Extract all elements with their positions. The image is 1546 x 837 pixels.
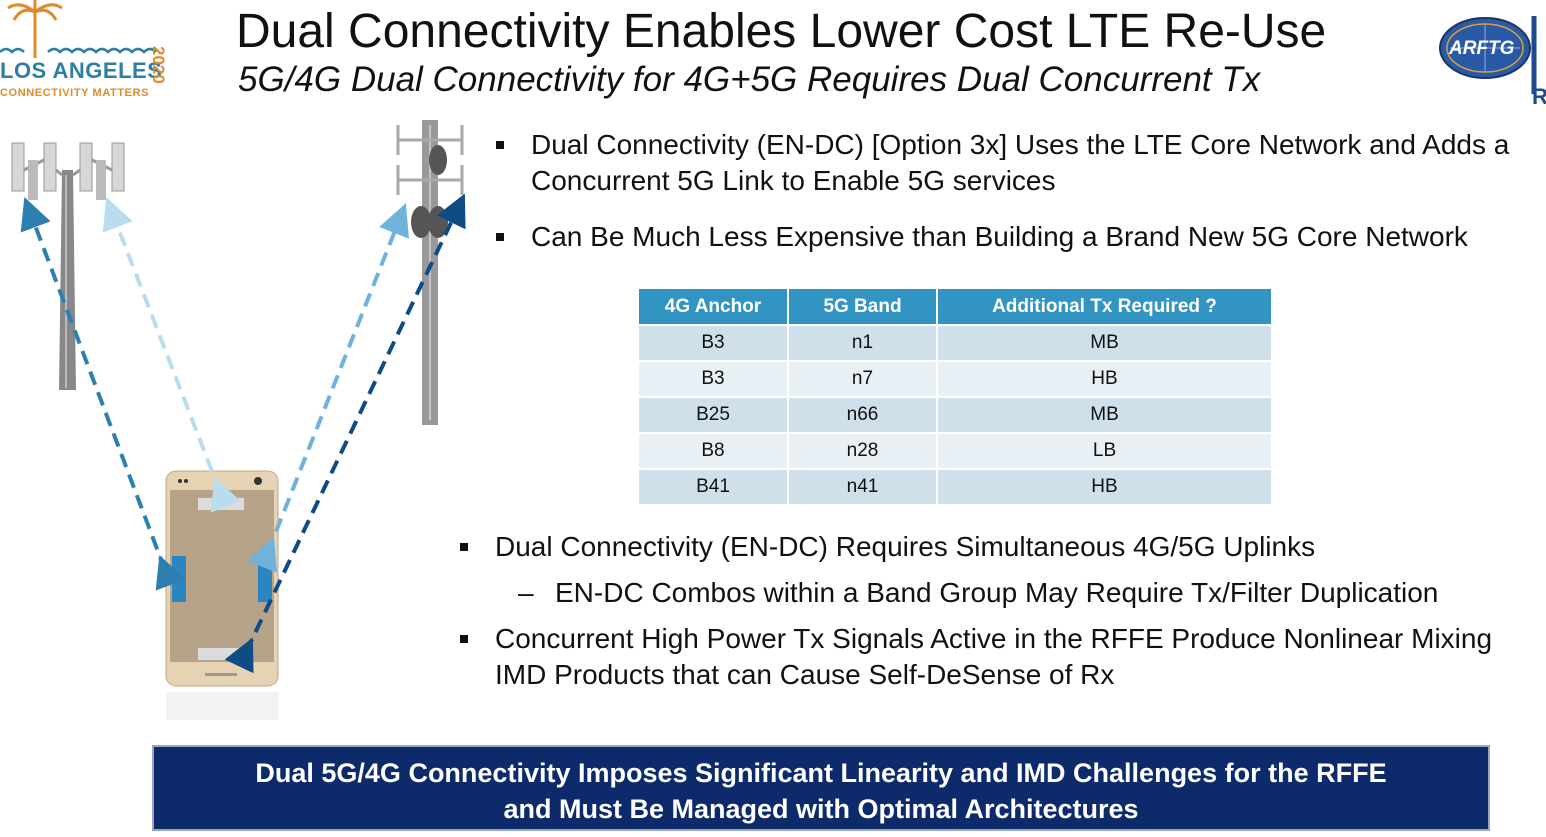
table-cell: B3 [639, 324, 789, 361]
table-header-row: 4G Anchor 5G Band Additional Tx Required… [639, 289, 1271, 325]
slide-title: Dual Connectivity Enables Lower Cost LTE… [236, 5, 1327, 58]
smartphone-icon [165, 470, 279, 720]
bullet-text: Concurrent High Power Tx Signals Active … [495, 623, 1493, 690]
arrow-link-4g-left-light [102, 197, 241, 513]
table-cell: LB [937, 432, 1271, 469]
table-row: B41 n41 HB [639, 468, 1271, 504]
arrow-link-5g-right-light [247, 203, 409, 573]
table-row: B8 n28 LB [639, 432, 1271, 469]
logo-city-name: LOS ANGELES [0, 58, 163, 83]
arftg-logo-icon [1439, 16, 1537, 94]
bullet-simultaneous-uplinks: Dual Connectivity (EN-DC) Requires Simul… [460, 529, 1520, 565]
band-combo-table: 4G Anchor 5G Band Additional Tx Required… [639, 289, 1271, 504]
bullet-marker [460, 635, 468, 643]
table-cell: n66 [788, 396, 938, 433]
conference-logo: LOS ANGELES CONNECTIVITY MATTERS 2020 [0, 0, 200, 110]
banner-line-1: Dual 5G/4G Connectivity Imposes Signific… [255, 758, 1387, 788]
table-cell: HB [937, 468, 1271, 504]
network-diagram [11, 120, 466, 720]
column-header: Additional Tx Required ? [937, 289, 1271, 325]
bullet-text: Dual Connectivity (EN-DC) [Option 3x] Us… [531, 129, 1510, 196]
bullet-endc-option3x: Dual Connectivity (EN-DC) [Option 3x] Us… [496, 127, 1536, 199]
table-row: B25 n66 MB [639, 396, 1271, 433]
bullet-marker [496, 141, 504, 149]
cell-tower-right-icon [396, 120, 464, 425]
bullet-imd-products: Concurrent High Power Tx Signals Active … [460, 621, 1520, 693]
edge-letter: R [1532, 84, 1546, 109]
arrow-link-5g-right-dark [224, 193, 466, 674]
table-cell: MB [937, 396, 1271, 433]
table-cell: B41 [639, 468, 789, 504]
bullet-less-expensive: Can Be Much Less Expensive than Building… [496, 219, 1542, 255]
arftg-logo-text: ARFTG [1449, 38, 1515, 59]
table-cell: MB [937, 324, 1271, 361]
table-cell: B8 [639, 432, 789, 469]
sub-bullet-marker: – [518, 577, 534, 608]
table-cell: n28 [788, 432, 938, 469]
logo-tagline: CONNECTIVITY MATTERS [0, 87, 150, 99]
table-row: B3 n1 MB [639, 324, 1271, 361]
banner-line-2: and Must Be Managed with Optimal Archite… [503, 794, 1139, 824]
bullet-marker [460, 543, 468, 551]
table-cell: B25 [639, 396, 789, 433]
sub-bullet-text: EN-DC Combos within a Band Group May Req… [555, 577, 1439, 608]
table-cell: HB [937, 360, 1271, 397]
slide-subtitle: 5G/4G Dual Connectivity for 4G+5G Requir… [238, 60, 1261, 99]
table-row: B3 n7 HB [639, 360, 1271, 397]
conclusion-banner: Dual 5G/4G Connectivity Imposes Signific… [152, 745, 1490, 831]
cell-tower-left-icon [11, 142, 125, 390]
sub-bullet-filter-duplication: – EN-DC Combos within a Band Group May Re… [518, 575, 1438, 611]
arrow-link-4g-left [20, 197, 186, 591]
palm-tree-icon [0, 0, 157, 58]
bullet-marker [496, 233, 504, 241]
bullet-text: Dual Connectivity (EN-DC) Requires Simul… [495, 531, 1316, 562]
table-cell: n41 [788, 468, 938, 504]
logo-year: 2020 [149, 46, 168, 84]
table-cell: n1 [788, 324, 938, 361]
table-cell: n7 [788, 360, 938, 397]
column-header: 5G Band [788, 289, 938, 325]
column-header: 4G Anchor [639, 289, 789, 325]
bullet-text: Can Be Much Less Expensive than Building… [531, 221, 1468, 252]
table-cell: B3 [639, 360, 789, 397]
